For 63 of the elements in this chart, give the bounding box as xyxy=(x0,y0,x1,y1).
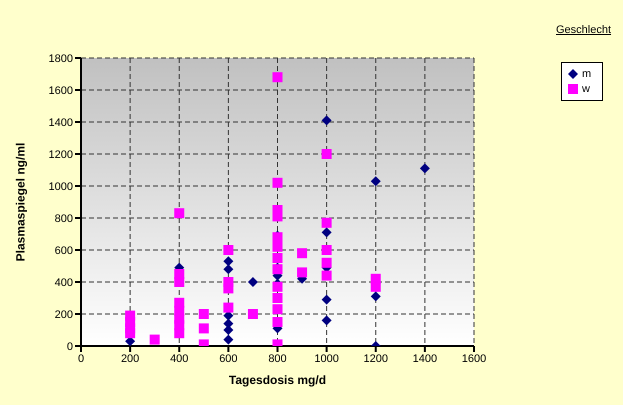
y-tick-label: 1200 xyxy=(48,148,73,161)
point xyxy=(322,227,332,238)
legend-title: Geschlecht xyxy=(556,24,612,36)
y-tick-label: 800 xyxy=(54,212,73,225)
point xyxy=(272,72,282,82)
point xyxy=(272,178,282,188)
y-tick-label: 0 xyxy=(66,340,73,353)
point xyxy=(297,267,308,278)
point xyxy=(272,253,282,263)
point xyxy=(223,264,234,274)
x-tick-label: 800 xyxy=(268,352,287,365)
point xyxy=(322,115,332,126)
point xyxy=(297,248,308,258)
legend-label: m xyxy=(582,68,592,80)
point xyxy=(223,256,234,266)
y-tick-label: 1600 xyxy=(48,84,73,97)
x-tick-label: 0 xyxy=(78,352,84,365)
point xyxy=(223,334,234,345)
point xyxy=(420,163,430,174)
point xyxy=(223,283,234,294)
point xyxy=(322,294,332,305)
point xyxy=(248,309,258,319)
point xyxy=(174,277,184,287)
point xyxy=(322,149,332,159)
x-axis-title: Tagesdosis mg/d xyxy=(228,373,326,387)
point xyxy=(223,245,234,255)
x-tick-label: 1400 xyxy=(412,352,438,365)
point xyxy=(223,302,234,313)
point xyxy=(272,293,282,303)
point xyxy=(272,282,282,292)
point xyxy=(125,328,136,338)
point xyxy=(370,282,381,292)
x-tick-label: 1600 xyxy=(462,352,486,365)
y-tick-label: 200 xyxy=(54,308,73,321)
point xyxy=(322,218,332,228)
point xyxy=(322,270,332,281)
x-tick-label: 1000 xyxy=(314,352,339,365)
point xyxy=(150,334,160,345)
point xyxy=(272,242,282,252)
x-tick-label: 400 xyxy=(170,352,188,365)
legend-label: w xyxy=(582,83,590,95)
y-tick-label: 1800 xyxy=(48,52,73,65)
point xyxy=(223,325,234,335)
point xyxy=(322,245,332,255)
x-tick-label: 600 xyxy=(219,352,238,365)
point xyxy=(198,323,209,334)
point xyxy=(272,317,282,327)
x-tick-label: 1200 xyxy=(364,352,388,365)
y-tick-label: 1400 xyxy=(48,116,73,129)
x-tick-label: 200 xyxy=(120,352,140,365)
point xyxy=(322,258,332,268)
point xyxy=(174,208,184,218)
point xyxy=(322,315,332,326)
point xyxy=(370,176,381,186)
y-tick-label: 600 xyxy=(54,244,73,257)
y-axis-title: Plasmaspiegel ng/ml xyxy=(13,142,28,262)
point xyxy=(174,328,184,338)
y-tick-label: 1000 xyxy=(48,180,73,193)
point xyxy=(248,277,258,287)
y-tick-label: 400 xyxy=(54,276,73,289)
point xyxy=(272,304,282,314)
point xyxy=(198,309,209,319)
point xyxy=(370,291,381,302)
